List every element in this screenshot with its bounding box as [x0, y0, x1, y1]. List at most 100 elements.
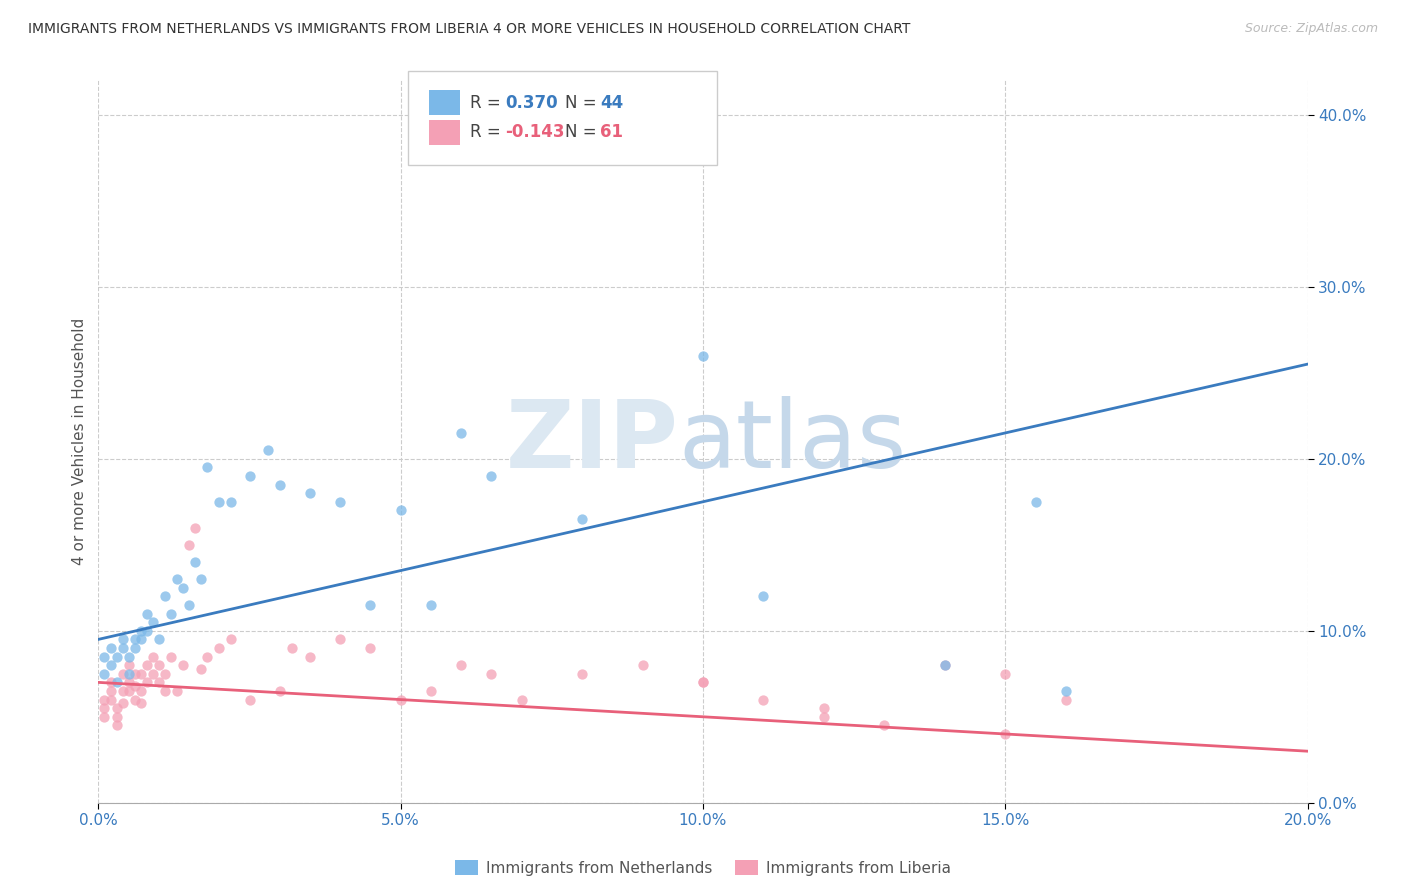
Point [1054, 692, 1077, 706]
Point [100, 658, 122, 673]
Point [118, 666, 141, 681]
Point [100, 684, 122, 698]
Point [510, 692, 533, 706]
Point [100, 640, 122, 655]
Text: atlas: atlas [679, 395, 907, 488]
Text: -0.143: -0.143 [505, 123, 564, 141]
Point [1024, 494, 1046, 508]
Point [571, 512, 593, 526]
Point [179, 598, 201, 612]
Point [129, 684, 152, 698]
Point [179, 538, 201, 552]
Point [100, 692, 122, 706]
Point [190, 662, 212, 676]
Point [124, 692, 146, 706]
Point [111, 666, 134, 681]
Point [389, 503, 412, 517]
Point [118, 658, 141, 673]
Point [118, 649, 141, 664]
Point [111, 696, 134, 710]
Point [994, 666, 1017, 681]
Point [221, 494, 243, 508]
Point [692, 675, 714, 690]
Point [105, 649, 128, 664]
Point [93, 666, 115, 681]
Point [129, 696, 152, 710]
Point [221, 632, 243, 647]
Legend: Immigrants from Netherlands, Immigrants from Liberia: Immigrants from Netherlands, Immigrants … [449, 854, 957, 882]
Point [93, 692, 115, 706]
Point [208, 494, 231, 508]
Point [124, 666, 146, 681]
Point [111, 632, 134, 647]
Point [450, 658, 472, 673]
Point [105, 701, 128, 715]
Text: 0.370: 0.370 [505, 94, 557, 112]
Point [239, 692, 262, 706]
Point [360, 640, 382, 655]
Point [256, 443, 278, 458]
Point [299, 649, 322, 664]
Point [129, 632, 152, 647]
Point [239, 469, 262, 483]
Text: IMMIGRANTS FROM NETHERLANDS VS IMMIGRANTS FROM LIBERIA 4 OR MORE VEHICLES IN HOU: IMMIGRANTS FROM NETHERLANDS VS IMMIGRANT… [28, 22, 911, 37]
Text: 44: 44 [600, 94, 624, 112]
Point [190, 572, 212, 586]
Point [118, 675, 141, 690]
Point [105, 710, 128, 724]
Text: R =: R = [470, 123, 506, 141]
Point [420, 684, 443, 698]
Point [752, 692, 775, 706]
Point [281, 640, 304, 655]
Point [481, 469, 503, 483]
Point [269, 477, 291, 491]
Point [93, 710, 115, 724]
Point [934, 658, 956, 673]
Point [269, 684, 291, 698]
Point [813, 701, 835, 715]
Text: N =: N = [565, 123, 602, 141]
Point [148, 632, 170, 647]
Point [184, 520, 207, 534]
Point [135, 607, 157, 621]
Point [105, 718, 128, 732]
Point [160, 607, 183, 621]
Point [389, 692, 412, 706]
Point [934, 658, 956, 673]
Point [692, 675, 714, 690]
Text: 61: 61 [600, 123, 623, 141]
Point [124, 632, 146, 647]
Point [153, 684, 176, 698]
Text: ZIP: ZIP [506, 395, 679, 488]
Point [160, 649, 183, 664]
Point [813, 710, 835, 724]
Point [148, 658, 170, 673]
Point [994, 727, 1017, 741]
Point [93, 701, 115, 715]
Text: N =: N = [565, 94, 602, 112]
Point [111, 684, 134, 698]
Point [166, 572, 188, 586]
Point [135, 658, 157, 673]
Point [129, 666, 152, 681]
Point [692, 349, 714, 363]
Point [93, 649, 115, 664]
Point [166, 684, 188, 698]
Point [172, 658, 194, 673]
Point [360, 598, 382, 612]
Point [195, 649, 218, 664]
Point [100, 675, 122, 690]
Point [172, 581, 194, 595]
Point [153, 666, 176, 681]
Point [124, 679, 146, 693]
Point [148, 675, 170, 690]
Point [329, 632, 352, 647]
Point [631, 658, 654, 673]
Point [752, 590, 775, 604]
Point [184, 555, 207, 569]
Point [153, 590, 176, 604]
Point [571, 666, 593, 681]
Point [420, 598, 443, 612]
Point [142, 615, 165, 630]
Y-axis label: 4 or more Vehicles in Household: 4 or more Vehicles in Household [72, 318, 87, 566]
